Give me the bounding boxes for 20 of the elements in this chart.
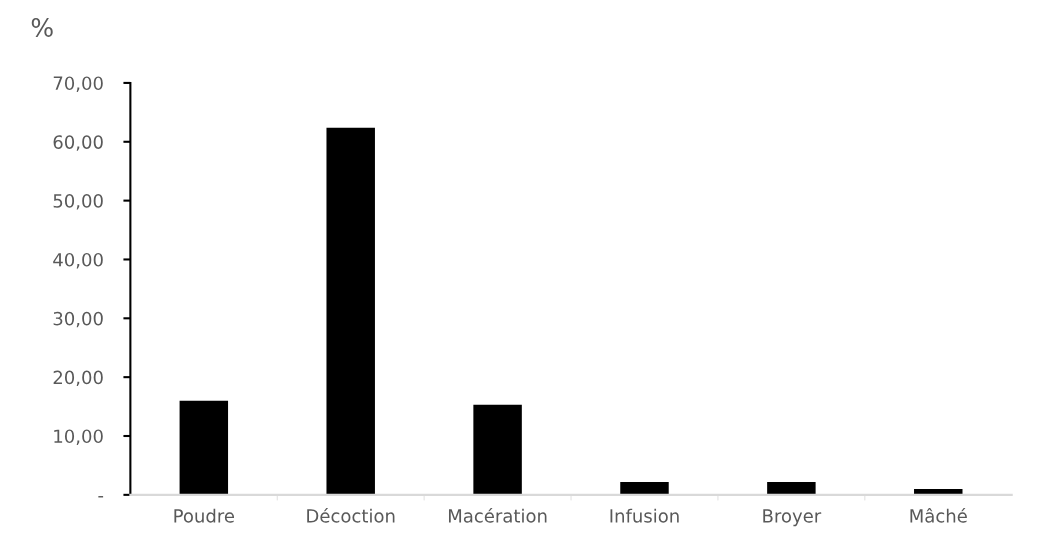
bar [620, 481, 669, 495]
bar [473, 404, 522, 495]
x-tick-label: Broyer [763, 509, 822, 527]
y-tick-label: - [98, 496, 104, 498]
bar [767, 481, 816, 495]
bar [179, 400, 229, 495]
x-tick-label: Infusion [610, 508, 679, 523]
y-tick-label: 40,00 [53, 252, 103, 269]
x-tick-label: Poudre [174, 508, 235, 523]
y-axis-title: % [31, 17, 53, 37]
y-tick-label: 70,00 [53, 76, 103, 92]
bar [326, 127, 375, 495]
y-tick-label: 20,00 [53, 370, 103, 387]
y-tick-label: 50,00 [53, 194, 103, 210]
y-tick-label: 10,00 [54, 429, 103, 445]
x-tick-label: Mâché [910, 508, 967, 523]
y-tick-label: 60,00 [53, 135, 103, 151]
y-tick-label: 30,00 [53, 311, 103, 328]
x-tick-label: Macération [448, 508, 547, 523]
x-tick-label: Décoction [307, 508, 395, 523]
